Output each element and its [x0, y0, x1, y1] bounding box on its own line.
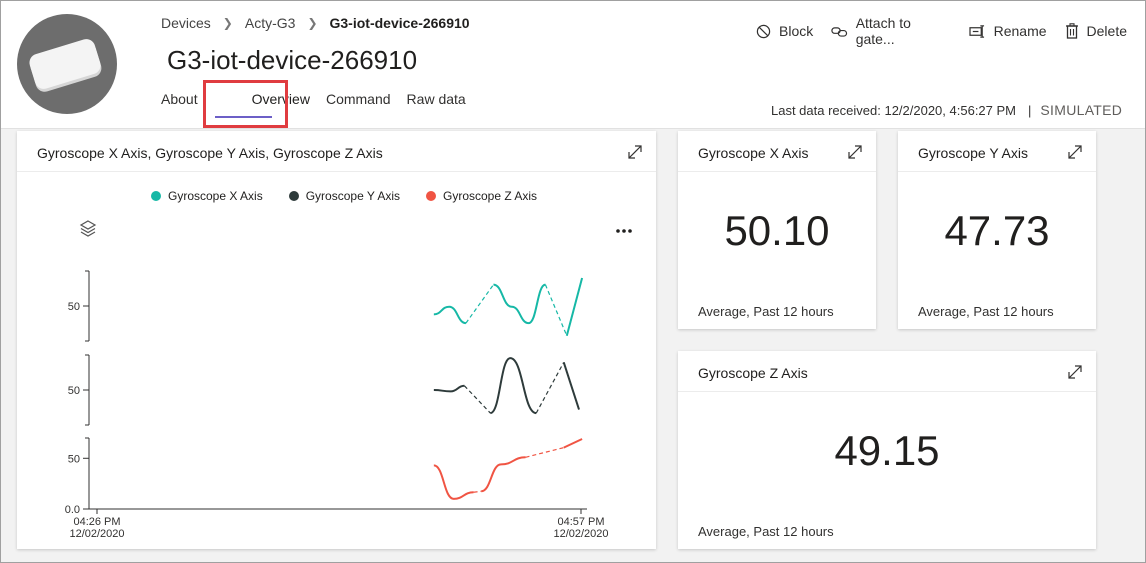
- legend-item[interactable]: Gyroscope Z Axis: [426, 189, 537, 203]
- device-image: [17, 14, 117, 114]
- block-button[interactable]: Block: [756, 15, 813, 47]
- card-divider: [898, 171, 1096, 172]
- series-line-x: [565, 277, 584, 337]
- gyroscope-x-tile: Gyroscope X Axis 50.10 Average, Past 12 …: [678, 131, 876, 329]
- simulated-badge: SIMULATED: [1040, 102, 1123, 118]
- device-header: Devices ❯ Acty-G3 ❯ G3-iot-device-266910…: [1, 1, 1145, 129]
- tile-title: Gyroscope Z Axis: [698, 365, 808, 381]
- tab-about[interactable]: About: [161, 91, 198, 107]
- tile-value: 49.15: [834, 427, 940, 474]
- y-tick-label: 0.0: [65, 504, 80, 516]
- link-icon: [831, 26, 848, 37]
- block-label: Block: [779, 23, 814, 39]
- active-tab-indicator: [215, 116, 272, 118]
- breadcrumb-devices[interactable]: Devices: [161, 15, 211, 31]
- more-options-icon[interactable]: [615, 227, 635, 235]
- x-tick-date-label: 12/02/2020: [553, 528, 608, 540]
- card-divider: [678, 391, 1096, 392]
- y-tick-label: 50: [68, 301, 80, 313]
- tab-raw-data[interactable]: Raw data: [406, 91, 466, 107]
- legend-item[interactable]: Gyroscope X Axis: [151, 189, 263, 203]
- series-line-x: [493, 283, 546, 325]
- gyroscope-z-tile: Gyroscope Z Axis 49.15 Average, Past 12 …: [678, 351, 1096, 549]
- x-tick-label: 04:26 PM: [73, 516, 120, 528]
- expand-icon[interactable]: [846, 143, 864, 161]
- series-line-y: [433, 384, 465, 393]
- series-line-x: [465, 284, 494, 324]
- attach-label: Attach to gate...: [855, 15, 911, 47]
- series-line-z: [433, 464, 474, 500]
- chevron-right-icon: ❯: [307, 16, 318, 30]
- tile-footer: Average, Past 12 hours: [918, 304, 1054, 319]
- series-line-z: [473, 490, 482, 493]
- legend-label: Gyroscope Z Axis: [443, 189, 538, 203]
- tile-footer: Average, Past 12 hours: [698, 304, 834, 319]
- tab-overview[interactable]: Overview: [251, 91, 310, 107]
- y-tick-label: 50: [68, 453, 80, 465]
- series-line-x: [544, 284, 568, 336]
- tile-footer: Average, Past 12 hours: [698, 524, 834, 539]
- tile-title: Gyroscope Y Axis: [918, 145, 1028, 161]
- chart-card-title: Gyroscope X Axis, Gyroscope Y Axis, Gyro…: [37, 145, 383, 161]
- series-line-y: [489, 357, 537, 415]
- breadcrumb-acty-g3[interactable]: Acty-G3: [244, 15, 296, 31]
- block-icon: [756, 24, 771, 38]
- tile-title: Gyroscope X Axis: [698, 145, 809, 161]
- series-line-x: [433, 305, 467, 325]
- expand-icon[interactable]: [626, 143, 644, 161]
- series-line-y: [463, 385, 491, 414]
- command-bar: Block Attach to gate... Rename Delete: [756, 15, 1145, 47]
- legend-label: Gyroscope Y Axis: [305, 189, 400, 203]
- series-line-z: [480, 456, 526, 493]
- series-line-z: [525, 447, 564, 458]
- attach-to-gateway-button[interactable]: Attach to gate...: [831, 15, 950, 47]
- breadcrumb-current: G3-iot-device-266910: [329, 15, 470, 31]
- last-data-received: Last data received: 12/2/2020, 4:56:27 P…: [771, 103, 1017, 118]
- card-divider: [678, 171, 876, 172]
- highlight-box: [203, 80, 288, 128]
- series-line-z: [563, 438, 583, 449]
- tile-value: 50.10: [724, 207, 830, 254]
- legend-swatch-x: [151, 191, 161, 201]
- expand-icon[interactable]: [1066, 363, 1084, 381]
- layers-icon[interactable]: [79, 219, 97, 239]
- x-tick-date-label: 12/02/2020: [69, 528, 124, 540]
- series-line-y: [535, 362, 565, 414]
- card-divider: [17, 171, 656, 172]
- last-data-status: Last data received: 12/2/2020, 4:56:27 P…: [771, 102, 1122, 118]
- rename-icon: [969, 24, 984, 38]
- chart-legend: Gyroscope X Axis Gyroscope Y Axis Gyrosc…: [151, 189, 563, 203]
- x-tick-label: 04:57 PM: [557, 516, 604, 528]
- page-title: G3-iot-device-266910: [167, 45, 418, 75]
- chevron-right-icon: ❯: [222, 16, 233, 30]
- tile-value: 47.73: [944, 207, 1050, 254]
- tab-bar: About Overview Command Raw data: [161, 91, 482, 107]
- legend-label: Gyroscope X Axis: [168, 189, 263, 203]
- breadcrumb: Devices ❯ Acty-G3 ❯ G3-iot-device-266910: [161, 15, 470, 31]
- legend-swatch-z: [426, 191, 436, 201]
- rename-button[interactable]: Rename: [969, 15, 1047, 47]
- legend-item[interactable]: Gyroscope Y Axis: [288, 189, 400, 203]
- legend-swatch-y: [288, 191, 299, 201]
- tab-command[interactable]: Command: [325, 91, 391, 107]
- trash-icon: [1065, 23, 1078, 39]
- status-separator: |: [1028, 103, 1032, 118]
- series-line-y: [562, 362, 580, 410]
- rename-label: Rename: [993, 23, 1047, 39]
- y-tick-label: 50: [68, 385, 80, 397]
- gyroscope-y-tile: Gyroscope Y Axis 47.73 Average, Past 12 …: [898, 131, 1096, 329]
- gyroscope-chart-card: Gyroscope X Axis, Gyroscope Y Axis, Gyro…: [17, 131, 656, 549]
- delete-button[interactable]: Delete: [1065, 15, 1127, 47]
- delete-label: Delete: [1086, 23, 1127, 39]
- expand-icon[interactable]: [1066, 143, 1084, 161]
